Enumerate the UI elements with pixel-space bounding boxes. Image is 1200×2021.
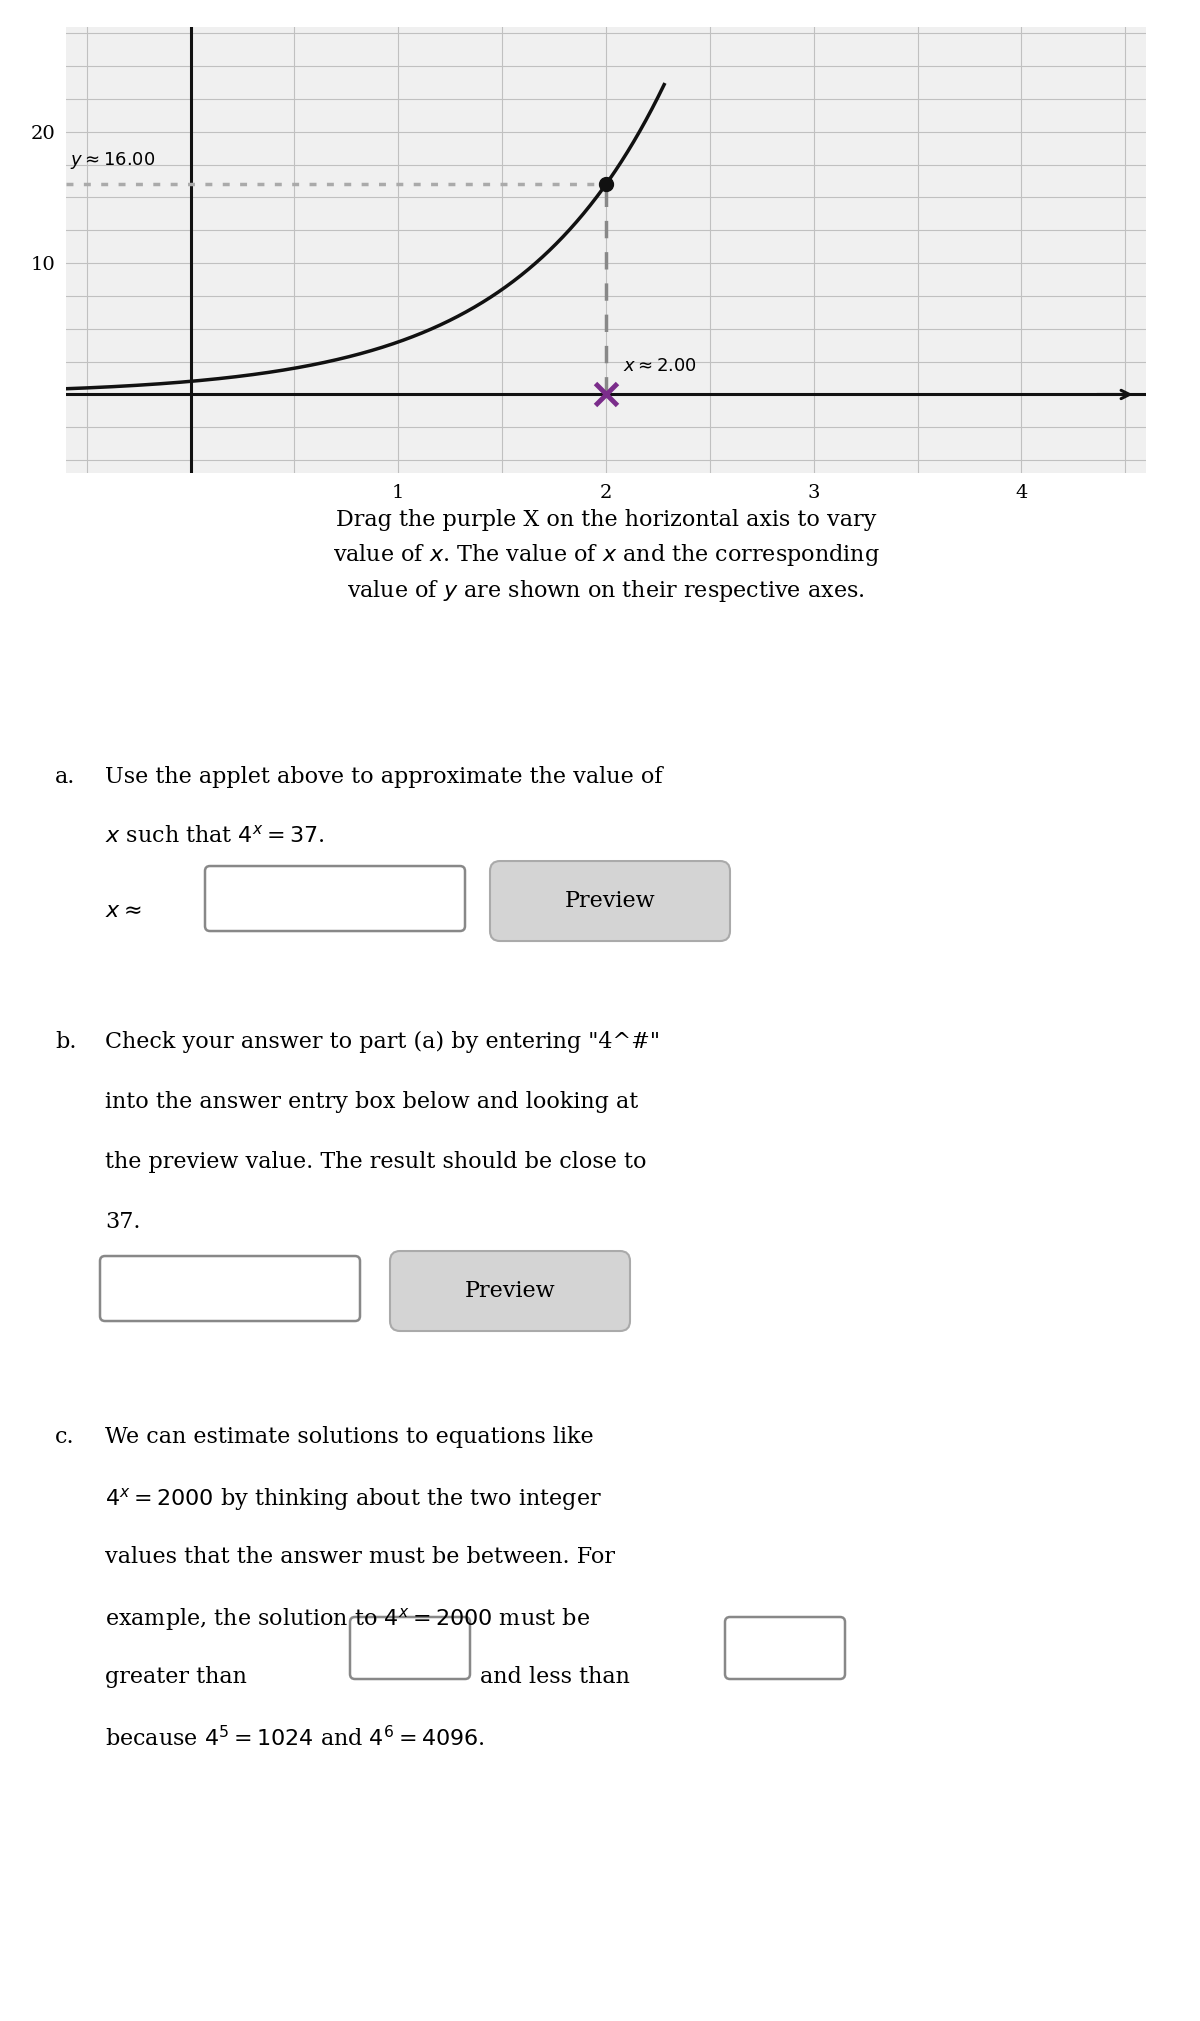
FancyBboxPatch shape (205, 867, 466, 932)
Text: $x\approx2.00$: $x\approx2.00$ (623, 358, 696, 374)
Text: $y\approx16.00$: $y\approx16.00$ (70, 150, 156, 170)
Text: greater than: greater than (106, 1665, 247, 1688)
Text: values that the answer must be between. For: values that the answer must be between. … (106, 1546, 616, 1568)
FancyBboxPatch shape (350, 1617, 470, 1679)
FancyBboxPatch shape (490, 861, 730, 942)
Text: a.: a. (55, 766, 76, 788)
Text: c.: c. (55, 1427, 74, 1447)
Text: the preview value. The result should be close to: the preview value. The result should be … (106, 1152, 647, 1172)
FancyBboxPatch shape (725, 1617, 845, 1679)
Text: 37.: 37. (106, 1211, 140, 1233)
Text: because $4^5 = 1024$ and $4^6 = 4096$.: because $4^5 = 1024$ and $4^6 = 4096$. (106, 1726, 485, 1752)
Text: $4^x = 2000$ by thinking about the two integer: $4^x = 2000$ by thinking about the two i… (106, 1485, 602, 1514)
Text: We can estimate solutions to equations like: We can estimate solutions to equations l… (106, 1427, 594, 1447)
FancyBboxPatch shape (100, 1255, 360, 1322)
Text: Check your answer to part (a) by entering "4^#": Check your answer to part (a) by enterin… (106, 1031, 660, 1053)
Text: $x$ such that $4^x = 37$.: $x$ such that $4^x = 37$. (106, 827, 325, 849)
Text: Preview: Preview (565, 889, 655, 911)
FancyBboxPatch shape (390, 1251, 630, 1332)
Text: example, the solution to $4^x = 2000$ must be: example, the solution to $4^x = 2000$ mu… (106, 1607, 590, 1633)
Text: Drag the purple X on the horizontal axis to vary
value of $x$. The value of $x$ : Drag the purple X on the horizontal axis… (332, 509, 880, 604)
Text: Preview: Preview (464, 1279, 556, 1302)
Text: Use the applet above to approximate the value of: Use the applet above to approximate the … (106, 766, 662, 788)
Text: $x \approx$: $x \approx$ (106, 899, 142, 922)
Text: into the answer entry box below and looking at: into the answer entry box below and look… (106, 1091, 638, 1114)
Text: and less than: and less than (480, 1665, 630, 1688)
Text: b.: b. (55, 1031, 77, 1053)
